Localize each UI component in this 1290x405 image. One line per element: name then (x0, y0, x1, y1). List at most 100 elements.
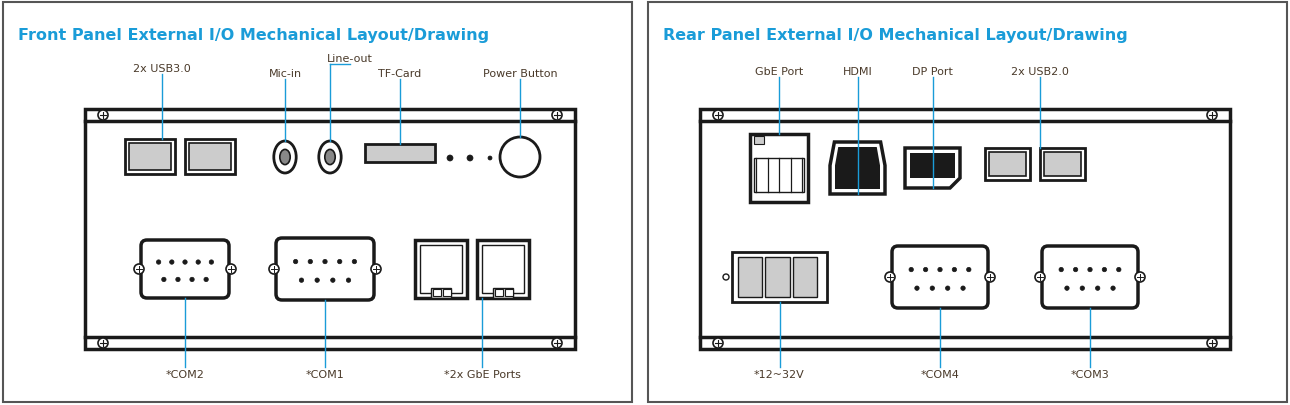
Polygon shape (829, 143, 885, 194)
Text: 2x USB2.0: 2x USB2.0 (1011, 67, 1069, 77)
Bar (504, 289, 512, 296)
Bar (85, 110, 575, 349)
Circle shape (1087, 268, 1093, 272)
Circle shape (488, 157, 491, 161)
Circle shape (966, 268, 971, 272)
FancyBboxPatch shape (891, 246, 988, 308)
Circle shape (946, 286, 949, 291)
Circle shape (372, 264, 381, 274)
Circle shape (448, 156, 453, 162)
Circle shape (161, 277, 166, 282)
Text: HDMI: HDMI (842, 67, 872, 77)
Circle shape (713, 338, 722, 348)
Bar (989, 153, 1026, 177)
Text: *COM2: *COM2 (165, 369, 204, 379)
Circle shape (204, 277, 208, 282)
Bar (493, 288, 513, 298)
Bar (190, 144, 231, 171)
Bar (482, 245, 524, 293)
Bar (365, 145, 435, 162)
Ellipse shape (280, 150, 290, 165)
Bar (648, 3, 1287, 402)
Circle shape (952, 268, 957, 272)
Circle shape (467, 156, 473, 162)
Text: DP Port: DP Port (912, 67, 953, 77)
Text: TF-Card: TF-Card (378, 69, 422, 79)
Circle shape (299, 278, 303, 283)
Bar (792, 257, 817, 297)
Bar (765, 257, 789, 297)
Bar (477, 241, 529, 298)
Circle shape (1080, 286, 1085, 291)
Circle shape (1111, 286, 1116, 291)
Text: Mic-in: Mic-in (268, 69, 302, 79)
Circle shape (938, 268, 942, 272)
Bar (3, 3, 632, 402)
Text: *2x GbE Ports: *2x GbE Ports (444, 369, 520, 379)
Circle shape (196, 260, 200, 264)
Circle shape (98, 111, 108, 121)
Text: 2x USB3.0: 2x USB3.0 (133, 64, 191, 74)
Circle shape (1207, 111, 1216, 121)
Circle shape (98, 338, 108, 348)
Bar (753, 158, 804, 192)
Circle shape (961, 286, 965, 291)
Circle shape (1064, 286, 1069, 291)
Text: Power Button: Power Button (482, 69, 557, 79)
Circle shape (1207, 338, 1216, 348)
Bar (753, 136, 764, 145)
Circle shape (293, 260, 298, 264)
Text: *COM1: *COM1 (306, 369, 344, 379)
Bar (909, 153, 955, 179)
Text: *COM4: *COM4 (921, 369, 960, 379)
Bar (184, 140, 235, 175)
Circle shape (134, 264, 144, 274)
Circle shape (552, 111, 562, 121)
Circle shape (183, 260, 187, 264)
Bar (129, 144, 172, 171)
Circle shape (346, 278, 351, 283)
Circle shape (915, 286, 920, 291)
Bar (431, 288, 451, 298)
Circle shape (1095, 286, 1100, 291)
Circle shape (552, 338, 562, 348)
Circle shape (1102, 268, 1107, 272)
FancyBboxPatch shape (141, 241, 230, 298)
Circle shape (190, 277, 195, 282)
Circle shape (209, 260, 214, 264)
Circle shape (330, 278, 335, 283)
Circle shape (885, 272, 895, 282)
FancyBboxPatch shape (276, 239, 374, 300)
Circle shape (226, 264, 236, 274)
Ellipse shape (325, 150, 335, 165)
Bar (125, 140, 175, 175)
Circle shape (1073, 268, 1078, 272)
Polygon shape (835, 148, 880, 190)
Text: *COM3: *COM3 (1071, 369, 1109, 379)
Circle shape (986, 272, 995, 282)
Circle shape (322, 260, 328, 264)
Text: Line-out: Line-out (328, 54, 373, 64)
Circle shape (722, 274, 729, 280)
Ellipse shape (319, 142, 341, 174)
Bar (731, 252, 827, 302)
Text: *12~32V: *12~32V (755, 369, 805, 379)
Circle shape (924, 268, 928, 272)
Text: GbE Port: GbE Port (755, 67, 804, 77)
Circle shape (270, 264, 279, 274)
Circle shape (1035, 272, 1045, 282)
Circle shape (909, 268, 913, 272)
FancyBboxPatch shape (1042, 246, 1138, 308)
Circle shape (308, 260, 312, 264)
Circle shape (713, 111, 722, 121)
Circle shape (338, 260, 342, 264)
Bar (738, 257, 762, 297)
Circle shape (352, 260, 356, 264)
Circle shape (501, 138, 541, 177)
Bar (421, 245, 462, 293)
Bar (1044, 153, 1081, 177)
Bar (442, 289, 450, 296)
Circle shape (1117, 268, 1121, 272)
Circle shape (315, 278, 320, 283)
Bar (749, 135, 808, 202)
